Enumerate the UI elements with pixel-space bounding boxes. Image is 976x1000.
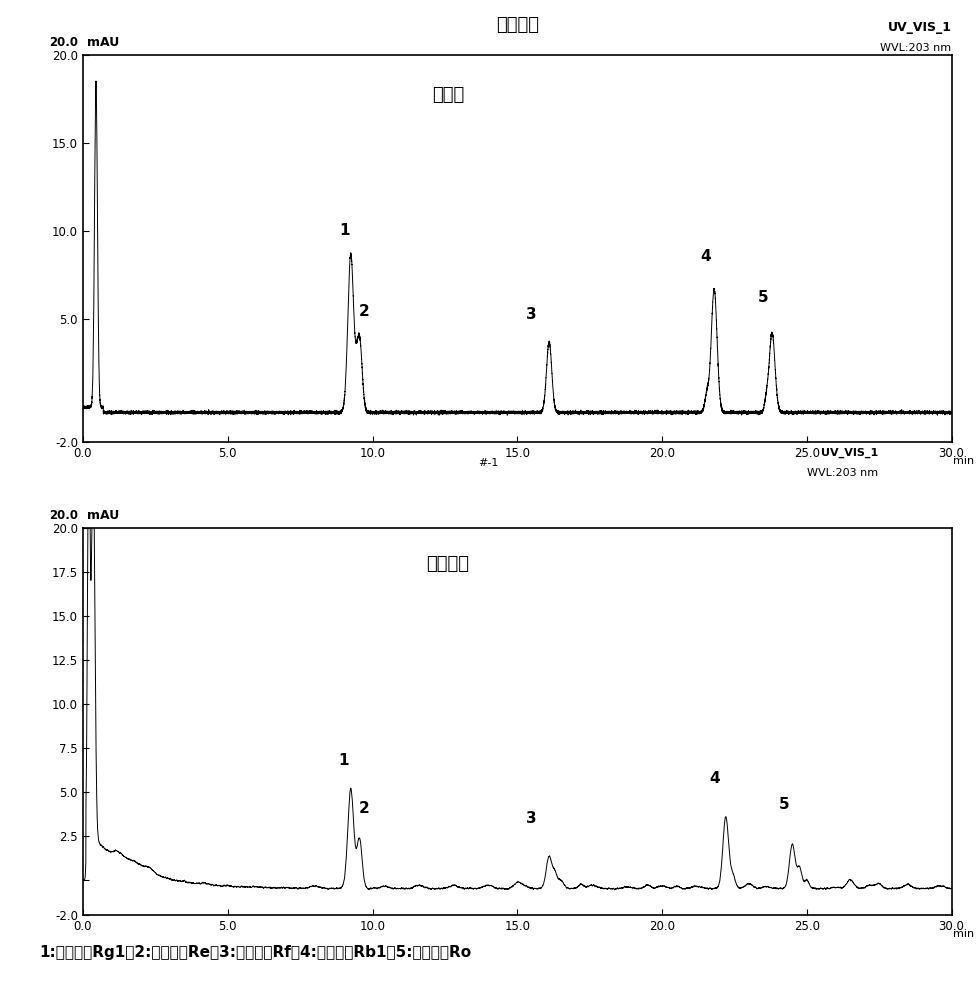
Text: 20.0: 20.0 (50, 509, 79, 522)
Text: 4: 4 (709, 771, 719, 786)
Text: WVL:203 nm: WVL:203 nm (807, 468, 878, 478)
Text: #-1: #-1 (478, 458, 498, 468)
Text: 2: 2 (358, 801, 369, 816)
Text: 对照品: 对照品 (431, 86, 464, 104)
Text: UV_VIS_1: UV_VIS_1 (887, 21, 952, 34)
Text: WVL:203 nm: WVL:203 nm (880, 43, 952, 53)
Text: 1:人参皂苷Rg1、2:人参皂苷Re、3:人参皂苷Rf、4:人参皂苷Rb1、5:人参皂苷Ro: 1:人参皂苷Rg1、2:人参皂苷Re、3:人参皂苷Rf、4:人参皂苷Rb1、5:… (39, 945, 471, 960)
Text: 1: 1 (340, 223, 350, 238)
Text: 20.0: 20.0 (50, 36, 79, 49)
Text: 3: 3 (526, 307, 537, 322)
Text: mAU: mAU (87, 36, 119, 49)
Text: 1: 1 (339, 753, 348, 768)
Text: 3: 3 (526, 811, 537, 826)
Text: 2: 2 (358, 304, 369, 319)
Text: 5: 5 (778, 797, 789, 812)
Text: 红参样品: 红参样品 (427, 555, 469, 573)
Text: 混合对照: 混合对照 (496, 16, 539, 34)
Text: min: min (954, 929, 974, 939)
Text: 4: 4 (700, 249, 711, 264)
Text: UV_VIS_1: UV_VIS_1 (821, 448, 878, 458)
Text: 5: 5 (758, 290, 769, 305)
Text: min: min (954, 456, 974, 466)
Text: mAU: mAU (87, 509, 119, 522)
